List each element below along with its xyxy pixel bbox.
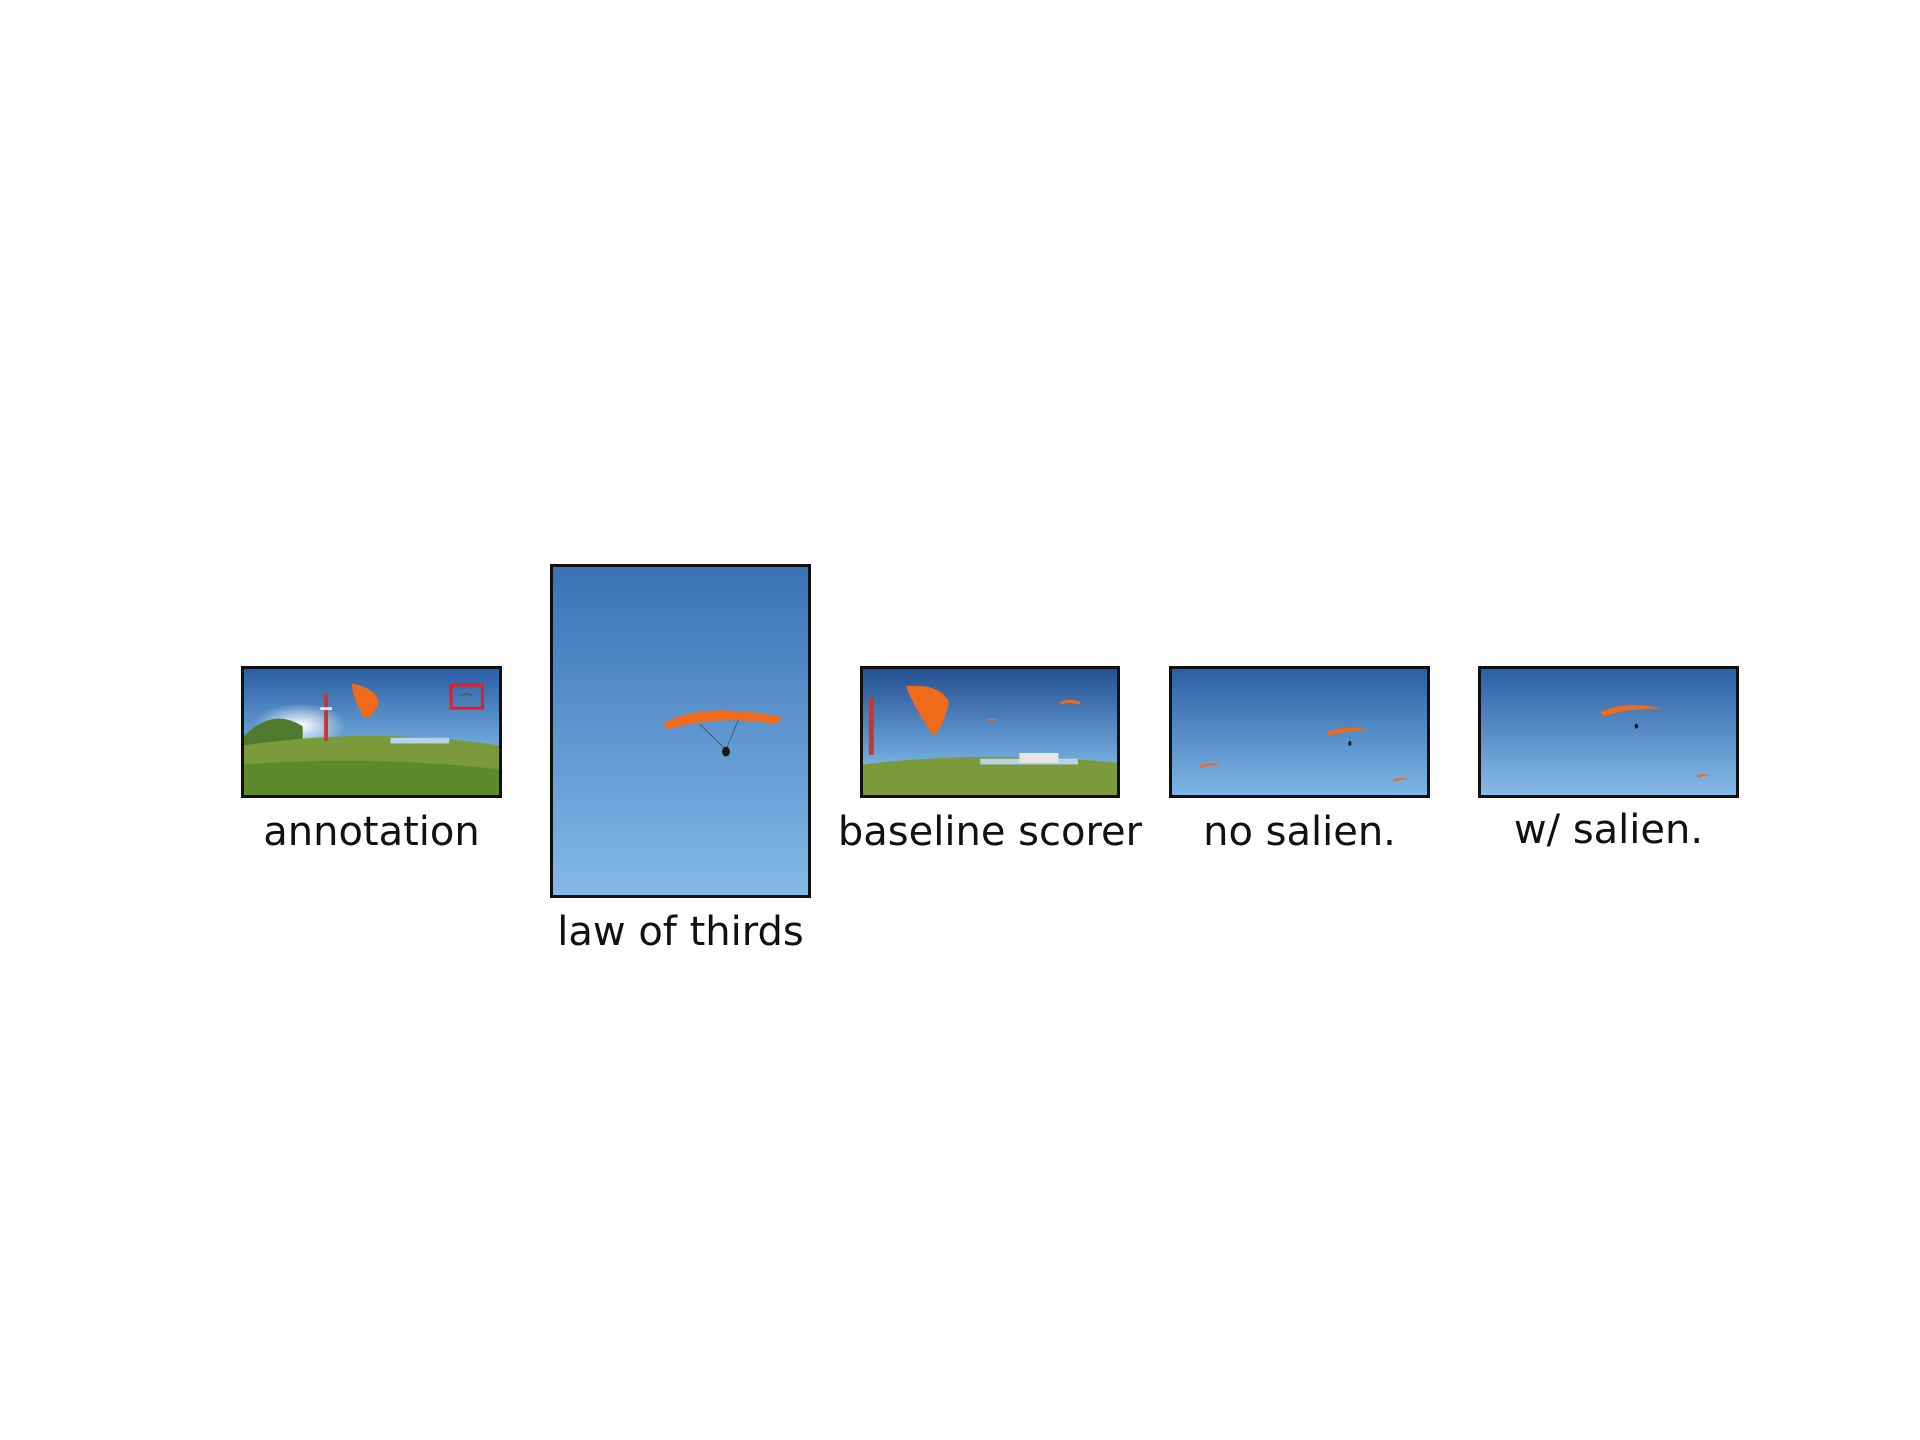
pilot	[722, 746, 730, 757]
w-salien-caption: w/ salien.	[1513, 807, 1704, 853]
law-of-thirds-image	[550, 564, 811, 898]
paraglider-wing	[1600, 704, 1663, 717]
paraglider-wing	[1326, 727, 1370, 736]
no-salien-image	[1169, 666, 1430, 798]
paraglider-wing	[662, 710, 783, 730]
annotation-box	[449, 683, 484, 710]
law-of-thirds-crop	[553, 567, 808, 895]
baseline-scorer-crop	[863, 669, 1117, 795]
paraglider-wing	[351, 683, 379, 718]
baseline-scorer-caption: baseline scorer	[837, 809, 1143, 855]
annotation-caption: annotation	[263, 809, 480, 855]
paraglider-wing	[905, 685, 949, 736]
annotation-panorama	[244, 669, 499, 795]
no-salien-crop	[1172, 669, 1427, 795]
annotation-image	[241, 666, 502, 798]
baseline-scorer-image	[860, 666, 1120, 798]
w-salien-image	[1478, 666, 1739, 798]
w-salien-crop	[1481, 669, 1736, 795]
no-salien-caption: no salien.	[1203, 809, 1396, 855]
law-of-thirds-caption: law of thirds	[557, 909, 804, 955]
